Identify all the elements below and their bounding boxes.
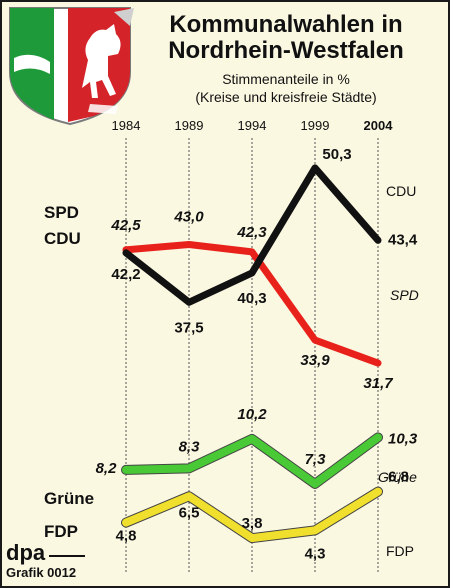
x-tick-label-1999: 1999 bbox=[301, 118, 330, 133]
data-label-CDU-1989: 37,5 bbox=[174, 319, 203, 336]
series-right-label-FDP: FDP bbox=[386, 543, 414, 559]
data-label-CDU-1999: 50,3 bbox=[322, 146, 351, 163]
data-label-FDP-1989: 6,5 bbox=[179, 504, 200, 521]
series-right-label-CDU: CDU bbox=[386, 183, 416, 199]
series-left-label-Gruene: Grüne bbox=[44, 489, 94, 508]
x-tick-label-2004: 2004 bbox=[364, 118, 394, 133]
x-tick-label-1994: 1994 bbox=[238, 118, 267, 133]
data-label-FDP-1999: 4,3 bbox=[305, 545, 326, 562]
series-line-SPD bbox=[122, 241, 382, 367]
data-label-SPD-1984: 42,5 bbox=[110, 217, 141, 234]
data-label-CDU-1984: 42,2 bbox=[111, 266, 140, 283]
data-label-Grüne-1994: 10,2 bbox=[237, 406, 267, 423]
dpa-logo: dpa bbox=[6, 540, 46, 565]
series-left-label-CDU: CDU bbox=[44, 229, 81, 248]
title-line-1: Kommunalwahlen in bbox=[169, 11, 403, 38]
data-label-Grüne-1999: 7,3 bbox=[305, 451, 327, 468]
x-tick-label-1989: 1989 bbox=[175, 118, 204, 133]
chart-subtitle: Stimmenanteile in % (Kreise und kreisfre… bbox=[136, 70, 436, 106]
subtitle-line-1: Stimmenanteile in % bbox=[222, 71, 350, 87]
grafik-number: Grafik 0012 bbox=[6, 565, 77, 580]
data-label-SPD-1989: 43,0 bbox=[173, 209, 204, 226]
subtitle-line-2: (Kreise und kreisfreie Städte) bbox=[195, 89, 377, 105]
series-right-label-SPD: SPD bbox=[390, 287, 419, 303]
dpa-rule bbox=[49, 554, 86, 557]
data-label-Grüne-2004: 10,3 bbox=[388, 430, 418, 447]
nrw-coat-of-arms bbox=[9, 7, 134, 126]
data-label-FDP-1984: 4,8 bbox=[116, 528, 137, 545]
chart-title: Kommunalwahlen in Nordrhein-Westfalen bbox=[136, 12, 436, 64]
series-line-CDU bbox=[122, 164, 382, 306]
data-label-SPD-2004: 31,7 bbox=[363, 375, 393, 392]
x-tick-label-1984: 1984 bbox=[112, 118, 141, 133]
title-line-2: Nordrhein-Westfalen bbox=[168, 37, 404, 64]
data-label-FDP-1994: 3,8 bbox=[242, 515, 263, 532]
data-label-FDP-2004: 6,8 bbox=[388, 469, 409, 486]
data-label-Grüne-1989: 8,3 bbox=[179, 438, 201, 455]
series-left-label-FDP: FDP bbox=[44, 522, 78, 541]
data-label-CDU-2004: 43,4 bbox=[388, 231, 418, 248]
data-label-SPD-1999: 33,9 bbox=[300, 352, 330, 369]
series-line-FDP bbox=[122, 487, 382, 543]
data-label-CDU-1994: 40,3 bbox=[237, 290, 266, 307]
dpa-credit: dpa Grafik 0012 bbox=[6, 540, 86, 581]
series-left-label-SPD: SPD bbox=[44, 203, 79, 222]
series-right-label-Gruene: Grüne bbox=[378, 469, 417, 485]
series-line-Grüne bbox=[122, 433, 382, 488]
data-label-Grüne-1984: 8,2 bbox=[96, 460, 118, 477]
data-label-SPD-1994: 42,3 bbox=[236, 224, 267, 241]
